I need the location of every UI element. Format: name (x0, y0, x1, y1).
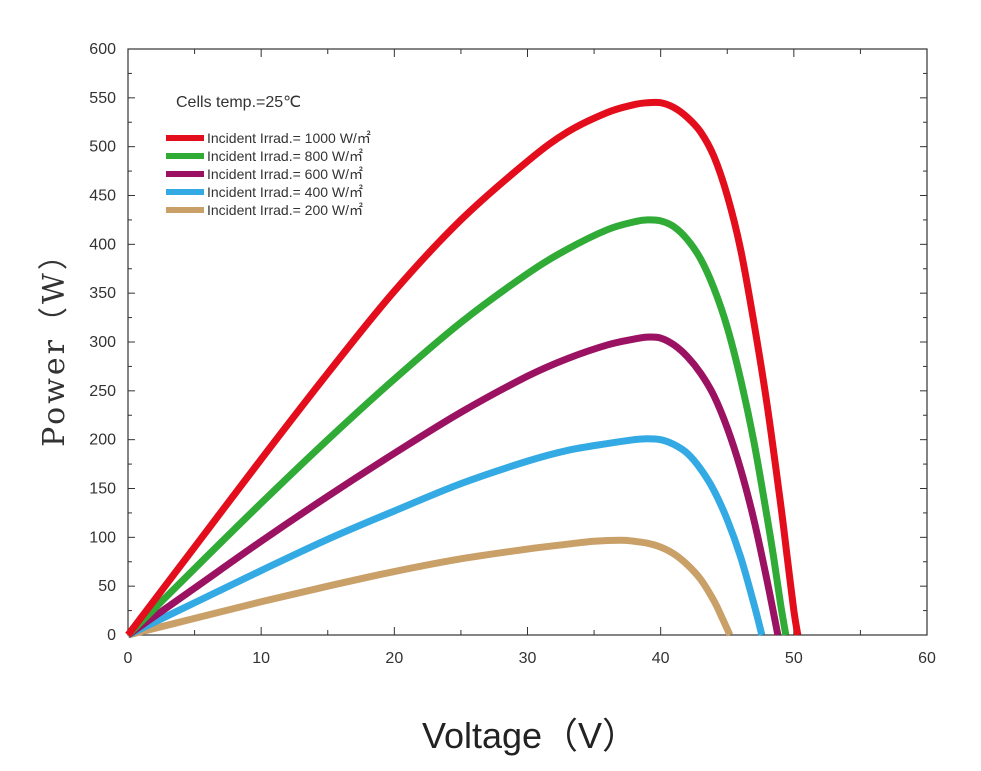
y-tick-label: 500 (89, 139, 116, 156)
y-tick-label: 300 (89, 334, 116, 351)
series-600-line (125, 333, 782, 638)
y-tick-label: 550 (89, 90, 116, 107)
y-tick-label: 350 (89, 285, 116, 302)
x-tick-label: 30 (519, 650, 537, 667)
legend-label: Incident Irrad.= 800 W/㎡ (207, 148, 363, 164)
x-tick-label: 50 (785, 650, 803, 667)
y-tick-label: 50 (98, 578, 116, 595)
y-tick-label: 200 (89, 432, 116, 449)
series-800-line (125, 216, 790, 638)
x-tick-label: 10 (252, 650, 270, 667)
x-tick-label: 40 (652, 650, 670, 667)
y-tick-label: 600 (89, 41, 116, 58)
x-tick-label: 0 (124, 650, 133, 667)
x-tick-label: 20 (385, 650, 403, 667)
chart-annotation: Cells temp.=25℃ (176, 94, 301, 111)
y-tick-label: 0 (107, 627, 116, 644)
y-tick-label: 250 (89, 383, 116, 400)
y-tick-label: 100 (89, 529, 116, 546)
legend: Incident Irrad.= 1000 W/㎡ Incident Irrad.… (166, 130, 371, 218)
legend-label: Incident Irrad.= 600 W/㎡ (207, 166, 363, 182)
series-400-line (126, 435, 766, 639)
axis-ticks: 0 50 100 150 200 250 300 350 400 450 500 550 600 0 10 2… (89, 41, 936, 667)
legend-label: Incident Irrad.= 200 W/㎡ (207, 202, 363, 218)
y-axis-label: Power（W） (37, 237, 72, 447)
y-tick-label: 150 (89, 481, 116, 498)
series-200-line (127, 536, 734, 639)
x-tick-label: 60 (918, 650, 936, 667)
y-tick-label: 450 (89, 188, 116, 205)
legend-label: Incident Irrad.= 1000 W/㎡ (207, 130, 371, 146)
series-layer (125, 98, 802, 639)
y-tick-label: 400 (89, 236, 116, 253)
series-1000-line (125, 98, 802, 638)
legend-label: Incident Irrad.= 400 W/㎡ (207, 184, 363, 200)
x-axis-label: Voltage（V） (422, 715, 638, 756)
